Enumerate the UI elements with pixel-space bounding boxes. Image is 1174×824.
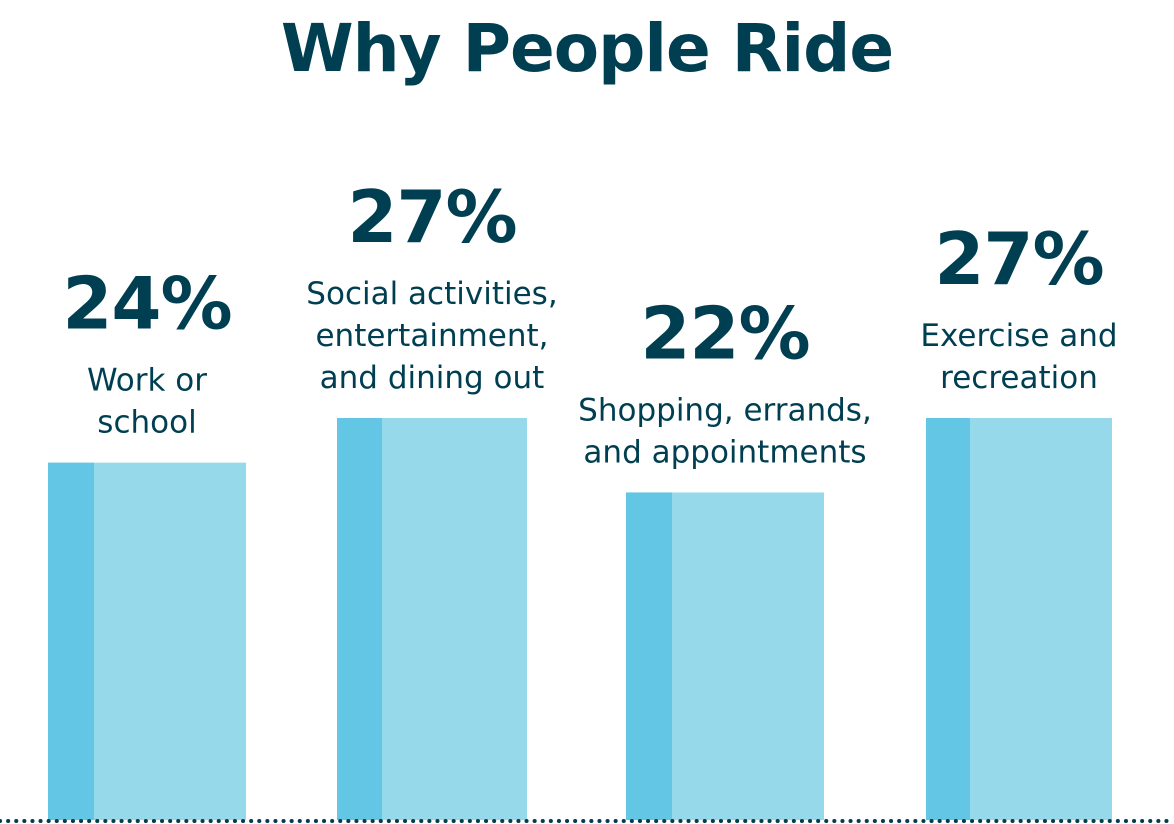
bar-accent-stripe [48,462,94,820]
bar-accent-stripe [926,418,970,820]
category-label: and appointments [583,434,866,470]
bar-group: Social activities, entertainment, and dini… [306,175,558,820]
bar-group: Shopping, errands, and appointments 22% [578,291,872,820]
bar-group: Work or school 24% [48,262,246,820]
category-label: Shopping, errands, [578,392,872,428]
value-label: 22% [640,291,809,375]
bar-group: Exercise and recreation 27% [920,217,1118,820]
bar-accent-stripe [626,492,672,820]
bar-accent-stripe [337,418,382,820]
chart-title: Why People Ride [280,10,894,87]
category-label: recreation [940,360,1098,396]
value-label: 27% [347,175,516,259]
value-label: 24% [62,262,231,346]
value-label: 27% [934,217,1103,301]
category-label: entertainment, [315,318,548,354]
category-label: Social activities, [306,276,557,312]
category-label: Work or [87,363,207,399]
category-label: school [97,405,196,441]
category-label: and dining out [320,360,545,396]
bars-layer: Work or school 24% Social activities, entert… [48,175,1118,820]
category-label: Exercise and [920,318,1117,354]
